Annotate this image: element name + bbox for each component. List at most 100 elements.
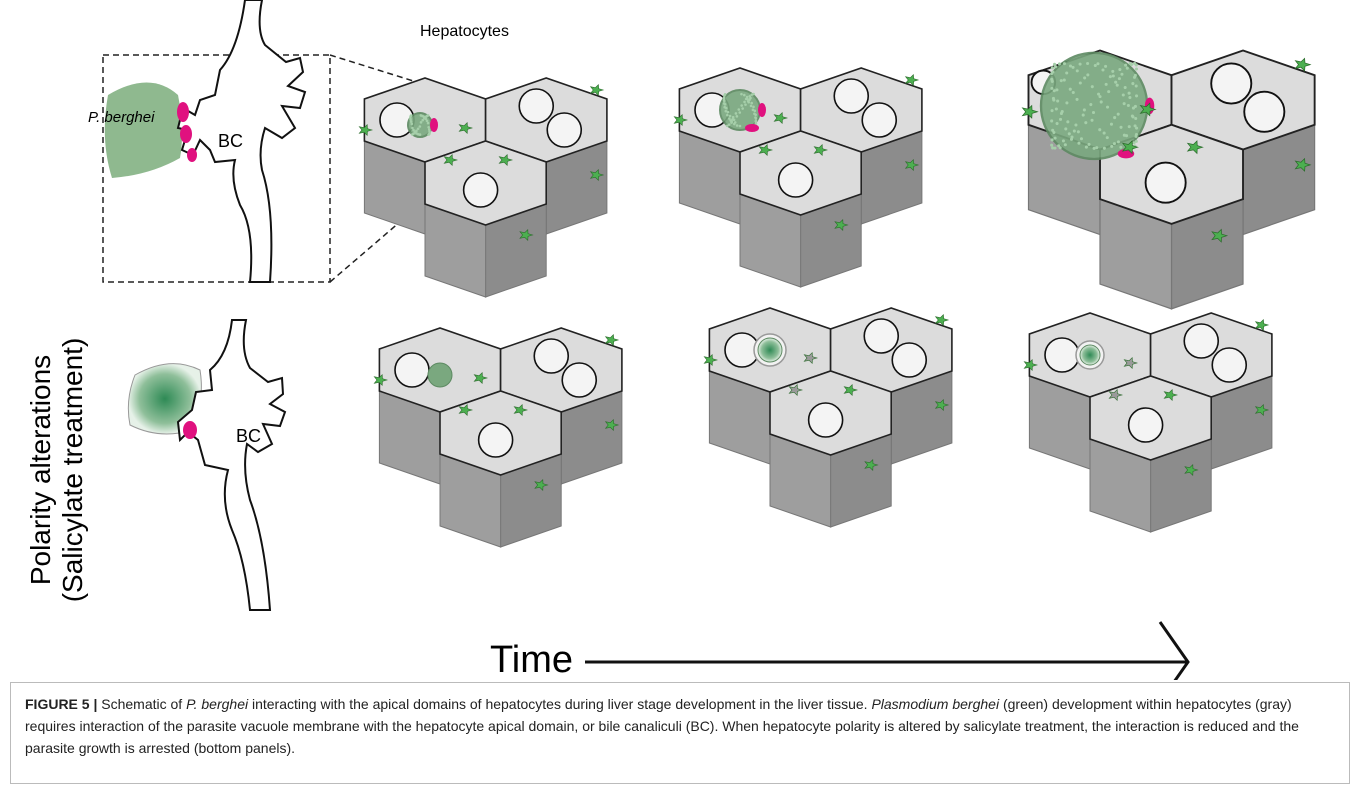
parasite-dot	[1104, 65, 1107, 68]
parasite-dot	[1084, 121, 1087, 124]
parasite-dot	[1077, 130, 1080, 133]
caption-text: interacting with the apical domains of h…	[248, 696, 871, 712]
caption-label: FIGURE 5 |	[25, 696, 97, 712]
parasite-dot	[1095, 146, 1098, 149]
parasite-dot	[754, 110, 757, 113]
caption-italic: P. berghei	[186, 696, 248, 712]
parasite-dot	[1134, 117, 1137, 120]
parasite-dot	[1063, 79, 1066, 82]
parasite-dot	[1130, 63, 1133, 66]
parasite-dot	[737, 108, 740, 111]
parasite-dot	[1135, 127, 1138, 130]
parasite-dot	[1135, 63, 1138, 66]
parasite-dot	[1050, 144, 1053, 147]
parasite-dot	[421, 119, 424, 122]
parasite-dot	[1085, 146, 1088, 149]
parasite-dot	[1103, 132, 1106, 135]
parasite-dot	[1100, 100, 1103, 103]
parasite-dot	[751, 93, 754, 96]
parasite-dot	[1128, 125, 1131, 128]
parasite-dot	[1113, 142, 1116, 145]
parasite-dot	[749, 97, 752, 100]
parasite-dot	[1065, 71, 1068, 74]
parasite-dot	[754, 120, 757, 123]
parasite-dot	[1112, 74, 1115, 77]
parasite-dot	[1070, 135, 1073, 138]
hepatocytes-label: Hepatocytes	[420, 23, 509, 40]
parasite-dot	[755, 117, 758, 120]
parasite-dot	[1068, 132, 1071, 135]
parasite-dot	[1057, 144, 1060, 147]
parasite-dot	[726, 114, 729, 117]
bc-label: BC	[218, 131, 243, 151]
parasite-dot	[1122, 93, 1125, 96]
parasite-dot	[750, 105, 753, 108]
apical-contact	[180, 125, 192, 143]
hepatocyte-cluster	[1022, 50, 1314, 308]
parasite-dot	[427, 122, 430, 125]
parasite-dot	[410, 123, 413, 126]
side-label: Polarity alterations (Salicylate treatme…	[25, 338, 88, 603]
hepatocyte-cluster	[374, 328, 622, 547]
parasite-dot	[1091, 85, 1094, 88]
apical-contact	[745, 124, 759, 132]
parasite-dot	[740, 104, 743, 107]
parasite-dot	[420, 121, 423, 124]
parasite-dot	[745, 98, 748, 101]
parasite-dot	[1134, 105, 1137, 108]
parasite-dot	[1073, 130, 1076, 133]
side-label-line: (Salicylate treatment)	[57, 338, 88, 603]
parasite-dot	[1054, 137, 1057, 140]
parasite-dot	[732, 116, 735, 119]
parasite-dot	[1128, 92, 1131, 95]
parasite-dot	[1088, 143, 1091, 146]
parasite-dot	[1113, 116, 1116, 119]
parasite-dot	[727, 111, 730, 114]
parasite-dot	[723, 99, 726, 102]
nucleus	[834, 79, 868, 113]
parasite-dot	[417, 127, 420, 130]
nucleus	[1212, 348, 1246, 382]
parasite-dot	[728, 123, 731, 126]
parasite-dot	[1050, 78, 1053, 81]
parasite-dot	[1098, 95, 1101, 98]
parasite-dot	[1091, 119, 1094, 122]
parasite-dot	[1116, 84, 1119, 87]
parasite-dot	[1111, 70, 1114, 73]
parasite-dot	[1124, 64, 1127, 67]
parasite-dot	[1098, 128, 1101, 131]
parasite-dot	[739, 125, 742, 128]
parasite-dot	[736, 115, 739, 118]
parasite-dot	[1065, 101, 1068, 104]
parasite-dot	[410, 120, 413, 123]
parasite-dot	[723, 106, 726, 109]
parasite-dot	[1077, 142, 1080, 145]
parasite-dot	[1076, 69, 1079, 72]
parasite-dot	[1133, 141, 1136, 144]
parasite-dot	[1050, 87, 1053, 90]
apical-contact	[183, 421, 197, 439]
parasite-dot	[1060, 112, 1063, 115]
parasite-dot	[740, 93, 743, 96]
parasite-dot	[1117, 113, 1120, 116]
parasite-dot	[1135, 84, 1138, 87]
parasite-dot	[1125, 134, 1128, 137]
hepatocyte-cluster	[674, 68, 922, 287]
hepatocyte-cluster	[1024, 313, 1272, 532]
hepatocyte-cluster	[704, 308, 952, 527]
parasite	[758, 338, 782, 362]
nucleus	[1129, 408, 1163, 442]
parasite-dot	[723, 102, 726, 105]
parasite-dot	[1123, 102, 1126, 105]
side-label-line: Polarity alterations	[25, 355, 56, 585]
parasite-dot	[1072, 66, 1075, 69]
parasite-dot	[1110, 123, 1113, 126]
parasite-label: P. berghei	[88, 109, 155, 126]
nucleus	[1244, 92, 1284, 132]
nucleus	[1211, 63, 1251, 103]
parasite-dot	[1126, 67, 1129, 70]
parasite-dot	[1096, 62, 1099, 65]
parasite-dot	[1059, 118, 1062, 121]
parasite-dot	[1079, 81, 1082, 84]
parasite-dot	[1058, 62, 1061, 65]
